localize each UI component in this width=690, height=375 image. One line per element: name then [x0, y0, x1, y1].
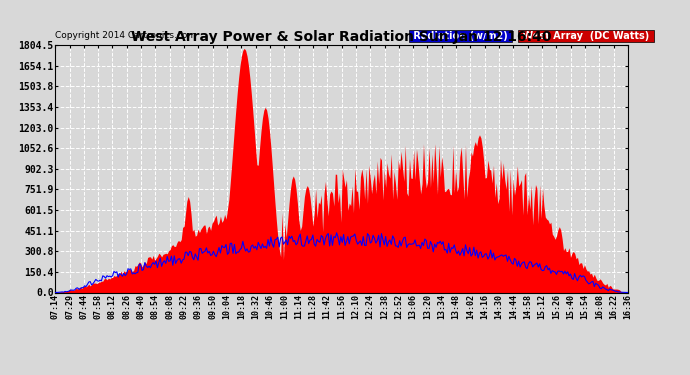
Text: Copyright 2014 Cartronics.com: Copyright 2014 Cartronics.com	[55, 31, 197, 40]
Text: Radiation (w/m2): Radiation (w/m2)	[411, 31, 511, 41]
Text: West Array  (DC Watts): West Array (DC Watts)	[519, 31, 653, 41]
Title: West Array Power & Solar Radiation Sun Jan 12 16:40: West Array Power & Solar Radiation Sun J…	[131, 30, 552, 44]
